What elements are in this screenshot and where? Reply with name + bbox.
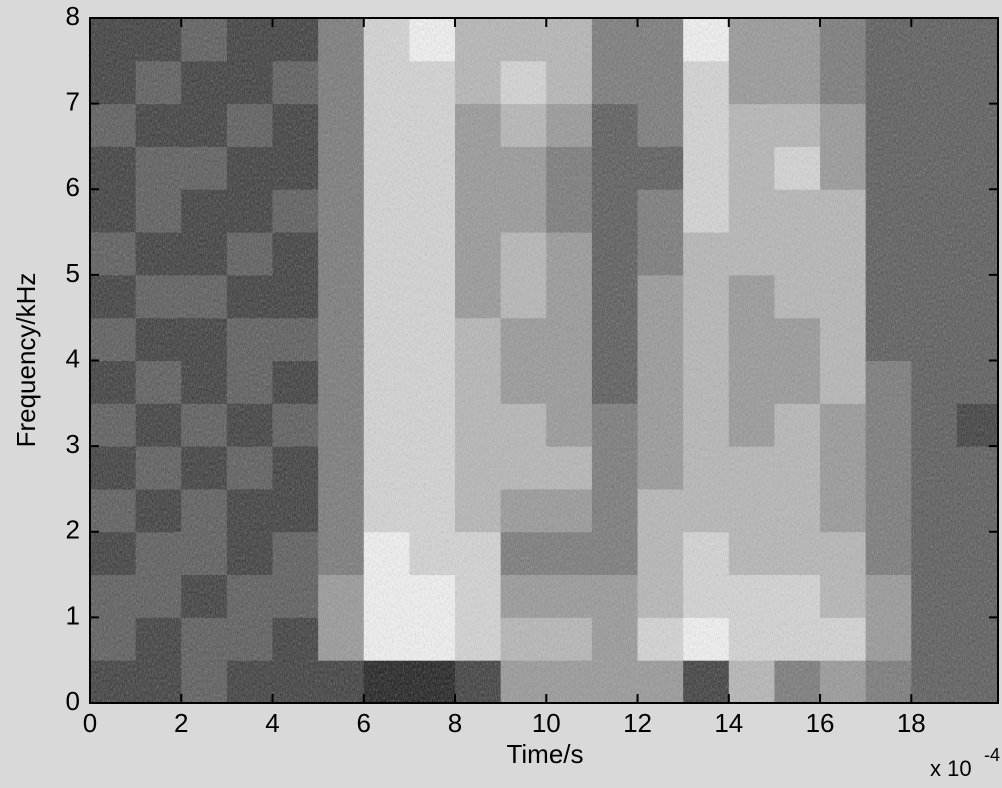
x-tick-label: 0	[83, 708, 97, 738]
x-tick-label: 10	[532, 708, 561, 738]
x-tick-label: 16	[806, 708, 835, 738]
x-tick-label: 8	[448, 708, 462, 738]
x-tick-label: 6	[357, 708, 371, 738]
y-tick-label: 8	[66, 1, 80, 31]
y-tick-label: 7	[66, 87, 80, 117]
x-axis-label: Time/s	[506, 739, 583, 769]
x-tick-label: 18	[897, 708, 926, 738]
x-scale-exponent: -4	[984, 745, 1000, 765]
y-tick-label: 1	[66, 600, 80, 630]
y-tick-label: 5	[66, 258, 80, 288]
y-tick-label: 4	[66, 343, 80, 373]
texture	[90, 18, 998, 703]
x-tick-label: 4	[265, 708, 279, 738]
y-tick-label: 0	[66, 686, 80, 716]
y-tick-label: 2	[66, 515, 80, 545]
x-tick-label: 14	[714, 708, 743, 738]
x-tick-label: 12	[623, 708, 652, 738]
y-tick-label: 6	[66, 172, 80, 202]
x-tick-label: 2	[174, 708, 188, 738]
y-tick-label: 3	[66, 429, 80, 459]
x-scale-base: x 10	[930, 756, 972, 781]
y-axis-label: Frequency/kHz	[11, 273, 41, 448]
